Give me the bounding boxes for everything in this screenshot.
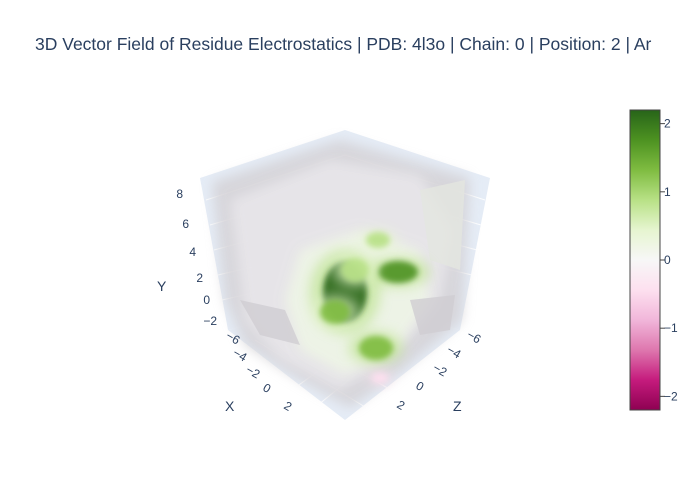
z-tick-0: 0 [414, 378, 427, 394]
y-axis-title: Y [157, 278, 167, 294]
y-tick-neg2: −2 [203, 314, 217, 328]
colorbar-ticks: 2 1 0 −1 −2 [660, 117, 678, 403]
hotspot [359, 336, 393, 360]
hotspot [372, 373, 388, 383]
hotspot [378, 261, 418, 283]
y-axis: 8 6 4 2 0 −2 Y [157, 187, 217, 328]
x-tick-neg2: −2 [244, 362, 263, 381]
colorbar-tick-label: 0 [664, 253, 671, 267]
colorbar-gradient [629, 109, 661, 411]
z-tick-neg2: −2 [431, 360, 450, 379]
z-axis-title: Z [453, 398, 462, 414]
x-tick-0: 0 [261, 380, 274, 396]
x-tick-neg6: −6 [224, 328, 243, 347]
z-tick-neg6: −6 [465, 327, 484, 346]
x-axis-title: X [225, 398, 235, 414]
y-tick-2: 2 [196, 271, 203, 285]
y-tick-8: 8 [176, 187, 183, 201]
chart-title: 3D Vector Field of Residue Electrostatic… [35, 34, 652, 54]
y-tick-0: 0 [203, 293, 210, 307]
hotspot [366, 232, 390, 248]
z-tick-neg4: −4 [445, 342, 464, 361]
hotspot [320, 300, 350, 324]
colorbar-tick-label: −1 [664, 321, 678, 335]
colorbar: 2 1 0 −1 −2 [629, 109, 678, 411]
y-tick-6: 6 [182, 217, 189, 231]
x-tick-neg4: −4 [231, 345, 250, 364]
colorbar-tick-label: 1 [664, 185, 671, 199]
colorbar-tick-label: −2 [664, 389, 678, 403]
z-tick-2: 2 [395, 397, 408, 413]
colorbar-tick-label: 2 [664, 117, 671, 131]
hotspot-layer [309, 228, 430, 385]
y-tick-4: 4 [189, 245, 196, 259]
hotspot [341, 258, 369, 282]
x-tick-2: 2 [282, 398, 295, 414]
